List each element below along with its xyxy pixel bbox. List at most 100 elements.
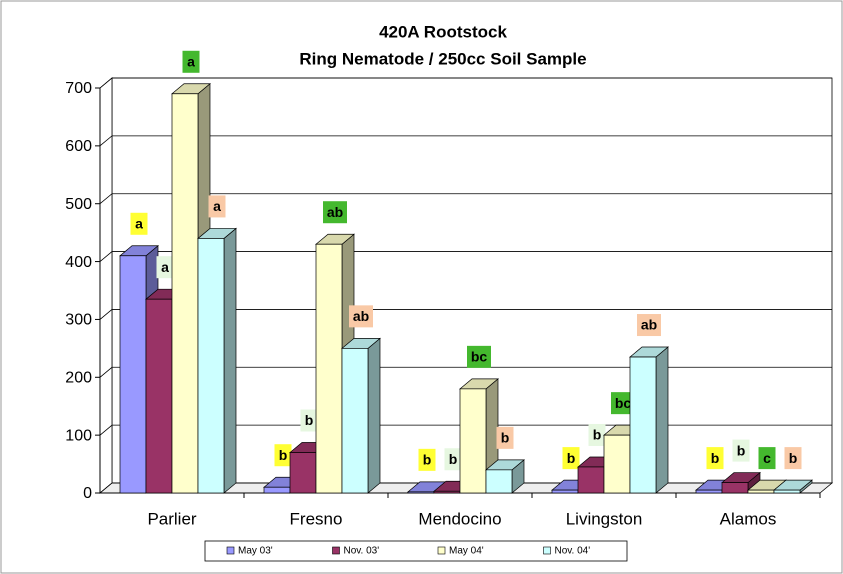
annotation-bg bbox=[637, 314, 661, 337]
annotation: b bbox=[501, 430, 510, 446]
y-tick-label: 200 bbox=[65, 370, 92, 387]
annotation: b bbox=[449, 451, 458, 467]
bar bbox=[197, 227, 237, 494]
y-tick-label: 300 bbox=[65, 312, 92, 329]
annotation: a bbox=[161, 259, 169, 275]
annotation: b bbox=[737, 442, 746, 458]
bar-front bbox=[171, 93, 199, 494]
legend-swatch bbox=[226, 546, 235, 555]
legend-label: Nov. 04' bbox=[555, 546, 591, 557]
annotation-bg bbox=[349, 305, 373, 328]
annotation-bg bbox=[706, 447, 724, 470]
bar-front bbox=[551, 489, 579, 494]
annotation: ab bbox=[353, 308, 369, 324]
bar bbox=[721, 471, 761, 494]
annotation-bg bbox=[418, 448, 436, 471]
chart-subtitle: Ring Nematode / 250cc Soil Sample bbox=[299, 49, 586, 68]
annotation-bg bbox=[784, 447, 802, 470]
annotation: a bbox=[135, 215, 143, 231]
annotation: a bbox=[187, 53, 195, 69]
grid-line bbox=[99, 366, 832, 378]
x-tick-label: Mendocino bbox=[418, 509, 501, 528]
legend-swatch bbox=[437, 546, 446, 555]
annotation: ab bbox=[641, 317, 657, 333]
annotation-bg bbox=[208, 195, 226, 218]
annotation-bg bbox=[323, 201, 347, 224]
bar-front bbox=[603, 434, 631, 494]
legend-swatch bbox=[332, 546, 340, 555]
x-tick-label: Livingston bbox=[566, 509, 643, 528]
bar-front bbox=[721, 482, 749, 494]
annotation: b bbox=[567, 450, 576, 466]
annotation-bg bbox=[156, 256, 174, 279]
grid-line bbox=[99, 309, 832, 320]
side-wall bbox=[99, 77, 113, 494]
bar bbox=[629, 346, 669, 494]
bar bbox=[459, 378, 499, 494]
bar-front bbox=[485, 469, 513, 494]
bar-front bbox=[629, 356, 657, 494]
y-tick-label: 700 bbox=[65, 80, 92, 97]
bar-front bbox=[341, 348, 369, 494]
annotation-bg bbox=[300, 409, 318, 432]
annotation-bg bbox=[274, 444, 292, 467]
bar-side bbox=[655, 346, 669, 494]
grid-line bbox=[99, 77, 832, 89]
annotation: b bbox=[305, 412, 314, 428]
annotation: b bbox=[711, 450, 720, 466]
bar bbox=[485, 459, 525, 494]
annotation: ab bbox=[327, 204, 343, 220]
bar-front bbox=[289, 452, 317, 494]
bar-front bbox=[263, 486, 291, 494]
bar-front bbox=[433, 490, 461, 494]
x-tick-label: Alamos bbox=[720, 509, 777, 528]
annotation-bg bbox=[496, 426, 514, 449]
legend-label: Nov. 03' bbox=[344, 546, 380, 557]
bar-side bbox=[223, 227, 237, 494]
y-tick-label: 0 bbox=[83, 485, 92, 502]
bar-front bbox=[459, 388, 487, 494]
bar bbox=[773, 479, 813, 494]
x-tick-label: Fresno bbox=[290, 509, 343, 528]
bar-front bbox=[577, 466, 605, 494]
annotation: a bbox=[213, 198, 221, 214]
bar-side bbox=[367, 337, 381, 494]
annotation: bc bbox=[471, 349, 488, 365]
y-tick-label: 500 bbox=[65, 196, 92, 213]
y-tick-label: 100 bbox=[65, 427, 92, 444]
legend-label: May 03' bbox=[238, 546, 273, 557]
grid-line bbox=[99, 135, 832, 147]
legend-box bbox=[204, 540, 628, 562]
annotation-bg bbox=[611, 392, 635, 415]
bar bbox=[341, 337, 381, 494]
y-tick-label: 400 bbox=[65, 254, 92, 271]
chart-title: 420A Rootstock bbox=[379, 22, 507, 41]
annotation: b bbox=[789, 450, 798, 466]
grid-line bbox=[99, 251, 832, 262]
annotation-bg bbox=[182, 50, 200, 73]
y-tick-label: 600 bbox=[65, 138, 92, 155]
annotation-bg bbox=[444, 448, 462, 471]
x-tick-label: Parlier bbox=[147, 509, 196, 528]
annotation: bc bbox=[615, 395, 632, 411]
bar-front bbox=[315, 243, 343, 494]
bar-front bbox=[197, 238, 225, 494]
annotation-bg bbox=[758, 447, 776, 470]
annotation-bg bbox=[467, 345, 491, 368]
bar-front bbox=[119, 255, 147, 494]
bar-front bbox=[747, 489, 775, 494]
bar-front bbox=[773, 489, 801, 494]
annotation-bg bbox=[130, 212, 148, 235]
legend-swatch bbox=[543, 546, 551, 555]
bar-front bbox=[695, 489, 723, 494]
annotation: b bbox=[279, 447, 288, 463]
annotation: b bbox=[593, 427, 602, 443]
annotation-bg bbox=[588, 423, 606, 446]
grid-line bbox=[99, 193, 832, 205]
annotation-bg bbox=[562, 447, 580, 470]
bar-front bbox=[145, 298, 173, 494]
annotation: c bbox=[763, 450, 771, 466]
legend-label: May 04' bbox=[449, 546, 484, 557]
bar-front bbox=[407, 491, 435, 494]
